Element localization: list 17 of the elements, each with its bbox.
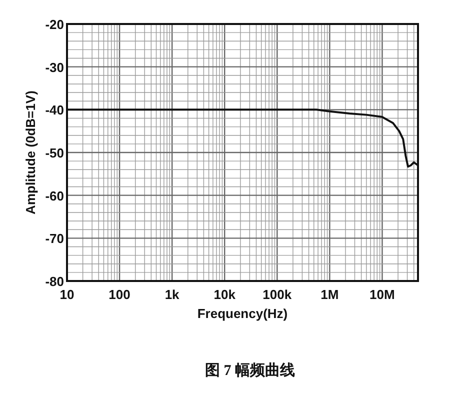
x-tick-label: 1k (164, 287, 180, 302)
y-tick-label: -40 (45, 102, 64, 118)
y-tick-label: -70 (45, 231, 64, 246)
x-tick-label: 10k (214, 287, 236, 302)
text: 图 7 幅频曲线 (205, 362, 295, 379)
x-tick-label: 10 (60, 287, 74, 302)
x-tick-label: 10M (370, 287, 395, 302)
y-tick-label: -60 (45, 188, 64, 204)
y-tick-label: -80 (45, 274, 64, 289)
y-tick-label: -20 (45, 17, 64, 32)
x-axis-title: Frequency(Hz) (197, 306, 288, 321)
y-axis-title: Amplitude (0dB=1V) (23, 90, 38, 214)
x-tick-label: 100 (108, 287, 130, 302)
y-tick-label: -50 (45, 146, 64, 160)
x-tick-label: 1M (320, 287, 339, 302)
x-tick-label: 100k (262, 287, 292, 302)
y-tick-label: -30 (45, 60, 64, 75)
